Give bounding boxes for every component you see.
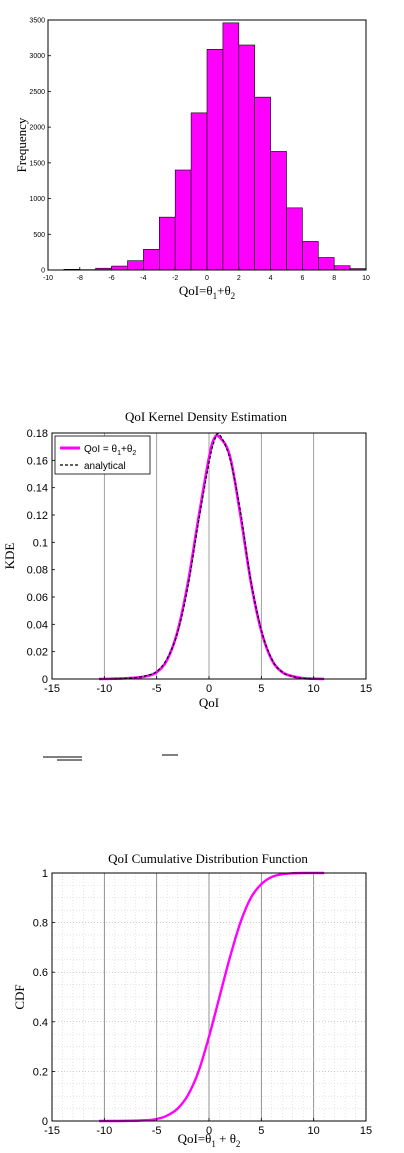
cdf-x-tick-label: -10 [96, 1125, 112, 1137]
histogram-x-tick-label: -10 [43, 275, 53, 282]
kde-y-tick-label: 0 [42, 674, 48, 686]
cdf-y-tick-label: 1 [42, 868, 48, 880]
histogram-x-tick-label: 8 [332, 275, 336, 282]
histogram-y-tick-label: 0 [41, 268, 45, 275]
kde-y-tick-label: 0.16 [27, 455, 48, 467]
kde-x-tick-label: 5 [258, 683, 264, 695]
kde-x-axis-label: QoI [199, 695, 219, 710]
histogram-y-ticks: 0 500 1000 1500 2000 2500 3000 3500 [29, 18, 51, 275]
artifact-lines [43, 754, 178, 761]
kde-x-tick-label: 0 [206, 683, 212, 695]
cdf-grid [52, 873, 366, 1121]
histogram-x-axis-label: QoI=θ1+θ2 [179, 283, 235, 301]
histogram-bar [127, 260, 144, 271]
cdf-x-tick-label: 10 [308, 1125, 320, 1137]
histogram-bar [143, 248, 160, 271]
histogram-y-tick-label: 3500 [29, 18, 45, 25]
cdf-y-ticks: 0 0.2 0.4 0.6 0.8 1 [33, 868, 55, 1128]
histogram-bar [174, 169, 192, 271]
cdf-x-tick-label: 0 [206, 1125, 212, 1137]
cdf-y-tick-label: 0.6 [33, 967, 48, 979]
histogram-y-tick-label: 500 [33, 232, 45, 239]
histogram-x-tick-label: 0 [205, 275, 209, 282]
histogram-bar [286, 207, 303, 271]
histogram-bar [333, 265, 351, 271]
kde-y-tick-label: 0.08 [27, 565, 48, 577]
cdf-title: QoI Cumulative Distribution Function [108, 851, 308, 866]
histogram-x-tick-label: 10 [362, 275, 370, 282]
histogram-y-tick-label: 2500 [29, 89, 45, 96]
histogram-y-tick-label: 1500 [29, 160, 45, 167]
histogram-x-tick-label: -8 [77, 275, 83, 282]
histogram-y-axis-label: Frequency [14, 117, 29, 172]
kde-y-ticks: 0 0.02 0.04 0.06 0.08 0.1 0.12 0.14 0.16 0.18 [27, 428, 55, 686]
histogram-bar [254, 96, 271, 271]
histogram-bar [238, 44, 256, 271]
histogram-x-ticks: -10 -8 -6 -4 -2 0 2 4 6 8 10 [43, 267, 370, 282]
histogram-x-tick-label: 6 [300, 275, 304, 282]
kde-legend-label-analytical: analytical [84, 461, 126, 472]
kde-x-tick-label: -10 [96, 683, 112, 695]
histogram-x-tick-label: 2 [237, 275, 241, 282]
kde-legend-box [54, 435, 151, 475]
cdf-x-tick-label: -5 [152, 1125, 162, 1137]
histogram-bar [111, 265, 128, 271]
kde-title: QoI Kernel Density Estimation [125, 409, 288, 424]
kde-y-tick-label: 0.1 [33, 537, 48, 549]
cdf-y-tick-label: 0.2 [33, 1066, 48, 1078]
cdf-x-ticks: -15 -10 -5 0 5 10 15 [44, 1118, 372, 1137]
histogram-x-tick-label: -6 [108, 275, 114, 282]
histogram-bar [317, 257, 335, 271]
histogram-x-tick-label: -2 [172, 275, 178, 282]
histogram-bar [159, 216, 176, 271]
kde-x-tick-label: -15 [44, 683, 60, 695]
histogram-y-tick-label: 3000 [29, 53, 45, 60]
cdf-x-tick-label: -15 [44, 1125, 60, 1137]
cdf-y-axis-label: CDF [12, 984, 27, 1009]
kde-x-ticks: -15 -10 -5 0 5 10 15 [44, 676, 372, 695]
kde-series-analytical-line [99, 432, 325, 680]
cdf-y-tick-label: 0 [42, 1116, 48, 1128]
kde-legend-label-qoi: QoI = θ1+θ2 [84, 444, 136, 457]
histogram-y-tick-label: 1000 [29, 196, 45, 203]
cdf-y-tick-label: 0.4 [33, 1017, 48, 1029]
histogram-bar [302, 241, 319, 271]
cdf-y-tick-label: 0.8 [33, 918, 48, 930]
histogram-bar [206, 48, 224, 271]
kde-chart: QoI Kernel Density Estimation -15 -10 -5 0 5… [2, 409, 372, 710]
histogram-bar [222, 22, 240, 271]
histogram-bar [270, 151, 287, 271]
histogram-y-tick-label: 2000 [29, 125, 45, 132]
histogram-x-tick-label: -4 [140, 275, 146, 282]
cdf-x-tick-label: 5 [258, 1125, 264, 1137]
kde-y-tick-label: 0.02 [27, 647, 48, 659]
kde-y-tick-label: 0.06 [27, 592, 48, 604]
kde-y-tick-label: 0.12 [27, 510, 48, 522]
kde-x-tick-label: 15 [360, 683, 372, 695]
kde-y-axis-label: KDE [2, 543, 17, 570]
histogram-x-tick-label: 4 [269, 275, 273, 282]
kde-y-tick-label: 0.18 [27, 428, 48, 440]
kde-legend: QoI = θ1+θ2 analytical [54, 435, 151, 475]
kde-y-tick-label: 0.04 [27, 619, 48, 631]
kde-y-tick-label: 0.14 [27, 483, 48, 495]
kde-x-tick-label: -5 [152, 683, 162, 695]
cdf-x-tick-label: 15 [360, 1125, 372, 1137]
kde-lines [99, 432, 325, 681]
kde-x-tick-label: 10 [308, 683, 320, 695]
histogram-bars [63, 22, 367, 271]
cdf-x-axis-label: QoI=θ1 + θ2 [178, 1131, 241, 1149]
histogram-chart: -10 -8 -6 -4 -2 0 2 4 6 8 10 0 500 1000 1500 2000 2500 3… [14, 18, 370, 302]
cdf-chart: QoI Cumulative Distribution Function -15… [12, 851, 372, 1149]
histogram-bar [190, 112, 208, 271]
